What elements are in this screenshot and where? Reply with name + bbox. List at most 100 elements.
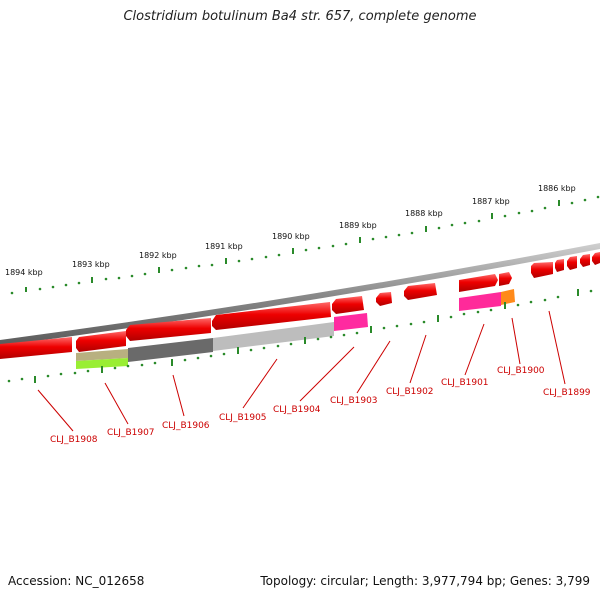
scale-dot [583,198,587,202]
scale-dot [289,342,293,346]
scale-dot [196,356,200,360]
scale-dot [170,268,174,272]
scale-dot [596,195,600,199]
scale-dot [371,237,375,241]
scale-dot [331,244,335,248]
kbp-label: 1890 kbp [272,232,310,241]
gene-arrow [0,337,72,359]
scale-dot [262,346,266,350]
gene-arrow [531,262,553,278]
scale-dot [250,257,254,261]
scale-dot [117,276,121,280]
scale-dot [277,253,281,257]
scale-dot [222,352,226,356]
scale-dot [153,361,157,365]
scale-dot [317,246,321,250]
scale-dot [410,231,414,235]
gene-arrow [126,318,211,341]
scale-dot [197,264,201,268]
scale-dot [184,266,188,270]
gene-label[interactable]: CLJ_B1901 [441,378,489,388]
kbp-label: 1888 kbp [405,209,443,218]
scale-dot [140,363,144,367]
scale-dot [304,248,308,252]
scale-dot [143,272,147,276]
gene-label[interactable]: CLJ_B1908 [50,435,98,445]
scale-dot [570,201,574,205]
accession-text: Accession: NC_012658 [8,574,145,588]
scale-dot [64,283,68,287]
scale-dot [209,354,213,358]
scale-dot [73,371,77,375]
gene-arrow [592,252,600,265]
scale-dot [183,358,187,362]
kbp-labels: 1894 kbp 1893 kbp 1892 kbp 1891 kbp 1890… [5,184,576,277]
scale-dot [476,310,480,314]
scale-dot [38,287,42,291]
scale-dot [422,320,426,324]
scale-dot [395,324,399,328]
scale-dot [477,219,481,223]
leader-lines [37,310,566,432]
gene-arrow [459,274,498,292]
kbp-label: 1891 kbp [205,242,243,251]
kbp-label: 1893 kbp [72,260,110,269]
scale-dot [59,372,63,376]
gene-label[interactable]: CLJ_B1904 [273,405,321,415]
outer-scale [10,195,600,295]
scale-dot [249,348,253,352]
leader-line [104,382,129,425]
scale-dot [517,211,521,215]
gene-label[interactable]: CLJ_B1900 [497,366,545,376]
scale-dot [516,303,520,307]
leader-line [511,317,521,365]
gene-arrow [567,256,577,270]
reverse-genes [0,283,437,359]
feature-bands [76,289,515,369]
scale-dot [355,331,359,335]
feature-band [459,292,501,311]
gene-arrow [212,302,331,330]
scale-dot [397,233,401,237]
gene-label[interactable]: CLJ_B1907 [107,428,155,438]
gene-arrow [404,283,437,300]
scale-dot [530,209,534,213]
scale-dot [589,289,593,293]
gene-arrow [332,296,364,314]
scale-dot [543,206,547,210]
scale-dot [344,242,348,246]
gene-label[interactable]: CLJ_B1905 [219,413,267,423]
genome-summary-text: Topology: circular; Length: 3,977,794 bp… [260,574,590,588]
scale-dot [409,322,413,326]
scale-dot [210,263,214,267]
scale-dot [382,326,386,330]
scale-dot [329,335,333,339]
scale-dot [437,226,441,230]
scale-dot [51,285,55,289]
feature-band [213,322,334,351]
gene-arrow [580,254,590,267]
kbp-label: 1887 kbp [472,197,510,206]
scale-dot [462,312,466,316]
leader-line [356,340,391,394]
gene-labels: CLJ_B1908 CLJ_B1907 CLJ_B1906 CLJ_B1905 … [50,366,591,445]
scale-dot [7,379,11,383]
gene-label[interactable]: CLJ_B1899 [543,388,591,398]
leader-line [409,334,427,384]
scale-dot [10,291,14,295]
scale-dot [77,281,81,285]
scale-dot [276,344,280,348]
feature-band [76,349,128,361]
scale-dot [130,274,134,278]
feature-band [76,358,128,369]
scale-dot [316,337,320,341]
scale-dot [384,235,388,239]
gene-label[interactable]: CLJ_B1902 [386,387,434,397]
gene-arrow [376,292,392,306]
leader-line [172,374,185,417]
gene-label[interactable]: CLJ_B1906 [162,421,210,431]
scale-dot [503,214,507,218]
scale-dot [543,298,547,302]
gene-label[interactable]: CLJ_B1903 [330,396,378,406]
